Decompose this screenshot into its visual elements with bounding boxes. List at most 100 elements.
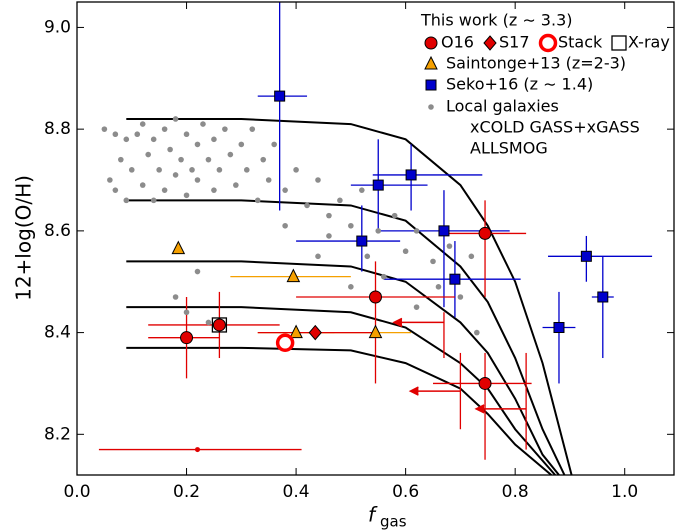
legend-marker bbox=[483, 35, 497, 51]
x-axis-label: f bbox=[368, 503, 378, 527]
legend-marker bbox=[428, 104, 434, 110]
local-point bbox=[211, 136, 217, 143]
local-point bbox=[271, 141, 277, 148]
local-point bbox=[249, 126, 256, 132]
local-point bbox=[265, 177, 272, 183]
model-curve bbox=[126, 117, 573, 475]
x-tick-label: 0.4 bbox=[283, 482, 310, 502]
legend-marker bbox=[611, 35, 627, 51]
y-tick-label: 8.8 bbox=[44, 119, 71, 139]
local-point bbox=[348, 222, 354, 229]
local-point bbox=[134, 131, 141, 138]
plot-frame bbox=[76, 1, 675, 476]
local-point bbox=[435, 284, 442, 290]
y-tick-label: 8.4 bbox=[44, 323, 71, 343]
local-point bbox=[413, 304, 420, 310]
local-point bbox=[282, 187, 288, 193]
saintonge-point bbox=[289, 324, 303, 339]
seko-point bbox=[597, 291, 609, 303]
local-point bbox=[161, 187, 168, 193]
x-tick-label: 0.6 bbox=[392, 482, 419, 502]
local-point bbox=[183, 192, 190, 199]
local-point bbox=[304, 202, 310, 209]
o16-point bbox=[478, 226, 492, 240]
local-point bbox=[380, 273, 387, 280]
saintonge-point bbox=[171, 240, 186, 255]
o16-point bbox=[180, 331, 194, 345]
legend-title: This work (z ∼ 3.3) bbox=[420, 11, 573, 30]
legend-marker bbox=[424, 55, 438, 70]
legend-note: xCOLD GASS+xGASS bbox=[470, 118, 640, 137]
local-point bbox=[293, 167, 299, 173]
legend-label: S17 bbox=[499, 33, 530, 52]
local-point bbox=[402, 248, 409, 255]
stack-point bbox=[275, 333, 295, 353]
local-point bbox=[139, 121, 146, 127]
seko-point bbox=[372, 179, 384, 191]
o16-point bbox=[478, 376, 492, 390]
saintonge-point bbox=[368, 324, 383, 339]
local-point bbox=[123, 136, 130, 143]
local-point bbox=[227, 151, 234, 158]
local-point bbox=[107, 177, 113, 183]
local-point bbox=[375, 228, 382, 234]
local-point bbox=[172, 116, 179, 122]
y-tick-label: 9.0 bbox=[44, 17, 71, 37]
local-point bbox=[183, 131, 190, 138]
local-point bbox=[172, 172, 179, 178]
x-tick-label: 0.8 bbox=[502, 482, 529, 502]
local-point bbox=[474, 329, 480, 336]
local-point bbox=[150, 136, 157, 143]
seko-point bbox=[274, 90, 286, 102]
y-tick-label: 8.2 bbox=[44, 424, 71, 444]
local-point bbox=[211, 187, 217, 193]
local-point bbox=[200, 121, 206, 127]
upper-limit-arrow bbox=[408, 386, 461, 396]
local-point bbox=[315, 177, 321, 183]
local-point bbox=[161, 126, 168, 132]
local-point bbox=[172, 294, 179, 300]
local-point bbox=[348, 284, 354, 290]
upper-limit-arrow bbox=[474, 404, 527, 414]
o16-point bbox=[369, 290, 382, 304]
local-point bbox=[315, 253, 321, 260]
local-point bbox=[112, 131, 119, 138]
local-point bbox=[254, 197, 261, 204]
legend-label: Stack bbox=[558, 33, 603, 52]
seko-point bbox=[449, 273, 461, 285]
local-point bbox=[156, 167, 162, 173]
s17-point bbox=[308, 324, 322, 341]
local-point bbox=[282, 222, 288, 229]
local-point bbox=[468, 253, 475, 260]
local-point bbox=[413, 228, 420, 234]
x-axis-label-sub: gas bbox=[380, 513, 407, 531]
legend-label: X-ray bbox=[628, 33, 670, 52]
seko-point bbox=[553, 322, 565, 334]
local-point bbox=[238, 141, 245, 148]
local-point bbox=[139, 182, 146, 188]
x-tick-label: 0.2 bbox=[173, 482, 200, 502]
local-point bbox=[112, 187, 119, 193]
local-point bbox=[118, 156, 124, 163]
o16-point bbox=[212, 318, 226, 332]
upper-limit-arrow bbox=[392, 317, 444, 328]
local-point bbox=[167, 146, 173, 153]
seko-point bbox=[438, 225, 450, 237]
local-point bbox=[243, 167, 250, 173]
local-point bbox=[101, 126, 108, 132]
legend-label: O16 bbox=[441, 33, 474, 52]
local-point bbox=[194, 141, 201, 148]
local-point bbox=[189, 167, 195, 173]
o16-point bbox=[194, 447, 200, 453]
seko-point bbox=[405, 169, 417, 181]
xray-point bbox=[211, 317, 228, 333]
local-point bbox=[205, 319, 212, 326]
legend-marker bbox=[424, 36, 438, 50]
local-point bbox=[128, 167, 135, 173]
local-point bbox=[194, 268, 201, 275]
model-curve bbox=[126, 346, 552, 475]
y-axis-label: 12+log(O/H) bbox=[12, 175, 36, 301]
local-point bbox=[222, 126, 228, 132]
local-point bbox=[123, 197, 130, 204]
